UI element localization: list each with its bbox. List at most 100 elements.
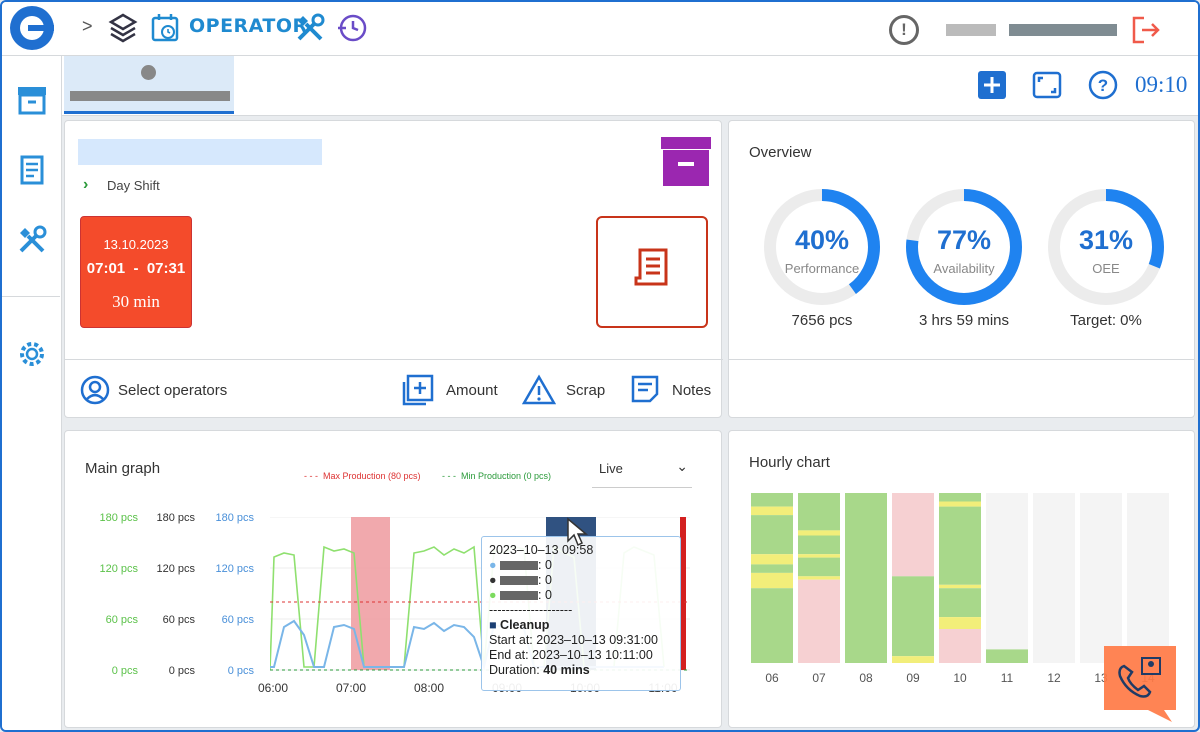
downtime-times: 07:01 - 07:31	[86, 260, 186, 277]
receipt-icon[interactable]	[16, 154, 48, 186]
y-tick-label: 120 pcs	[156, 563, 195, 575]
tools-nav-icon[interactable]	[16, 224, 48, 256]
amount-button[interactable]: Amount	[446, 382, 498, 399]
user-circle-icon[interactable]	[79, 374, 111, 406]
gauge-label: Performance	[784, 261, 860, 276]
gauge-oee: 31% OEE	[1046, 187, 1166, 307]
svg-text:?: ?	[1098, 76, 1108, 95]
hour-label: 09	[906, 671, 920, 685]
hourly-cell	[798, 530, 840, 536]
warning-icon[interactable]	[522, 374, 556, 406]
hourly-cell	[751, 493, 793, 507]
hour-label: 08	[859, 671, 873, 685]
user-placeholder	[946, 24, 996, 36]
downtime-date: 13.10.2023	[103, 237, 169, 252]
tab-machine[interactable]	[64, 56, 234, 114]
hourly-cell	[939, 501, 981, 507]
mouse-cursor-icon	[567, 517, 589, 547]
hourly-cell	[798, 579, 840, 663]
hourly-cell	[798, 493, 840, 531]
tooltip-event: ■ Cleanup	[489, 618, 550, 632]
action-bar: Select operators Amount Scrap Notes	[65, 359, 723, 419]
hour-label: 12	[1047, 671, 1061, 685]
hourly-cell	[986, 493, 1028, 650]
hourly-cell	[845, 493, 887, 663]
chevron-right-icon: ›	[83, 176, 89, 193]
hourly-cell	[892, 656, 934, 663]
hourly-cell	[751, 588, 793, 663]
x-tick-label: 07:00	[335, 681, 367, 695]
overview-card: Overview 40% Performance 7656 pcs 77% Availa…	[728, 120, 1195, 418]
help-button[interactable]: ?	[1088, 70, 1118, 100]
tab-label-placeholder	[70, 91, 230, 101]
hourly-cell	[939, 588, 981, 618]
hour-label: 07	[812, 671, 826, 685]
select-operators-button[interactable]: Select operators	[118, 382, 228, 399]
hourly-cell	[939, 617, 981, 629]
clock: 09:10	[1135, 72, 1188, 97]
hour-label: 06	[765, 671, 779, 685]
gauge-percent: 31%	[1078, 225, 1134, 255]
overview-title: Overview	[749, 144, 812, 161]
hourly-chart-title: Hourly chart	[749, 454, 830, 471]
y-tick-label: 180 pcs	[99, 512, 138, 524]
hourly-cell	[798, 535, 840, 555]
history-clock-icon[interactable]	[336, 12, 368, 44]
hourly-cell	[798, 576, 840, 580]
report-button[interactable]	[596, 216, 708, 328]
y-tick-label: 120 pcs	[215, 563, 254, 575]
add-button[interactable]	[977, 70, 1007, 100]
user-name-placeholder	[1009, 24, 1117, 36]
gauge-availability: 77% Availability	[904, 187, 1024, 307]
x-tick-label: 08:00	[413, 681, 445, 695]
app-mode-label: OPERATOR	[189, 15, 308, 37]
hourly-cell	[751, 554, 793, 565]
graph-tooltip: 2023–10–13 09:58 ● : 0 ● : 0 ● : 0 -----…	[481, 536, 681, 691]
gauge-value: Target: 0%	[1070, 312, 1142, 329]
downtime-duration: 30 min	[112, 292, 160, 311]
calendar-clock-icon[interactable]	[150, 12, 182, 44]
main-graph-title: Main graph	[85, 460, 161, 477]
tooltip-series-3: ● : 0	[489, 588, 552, 602]
legend-max-production: - - - Max Production (80 pcs)	[304, 471, 421, 481]
y-tick-label: 0 pcs	[168, 665, 195, 677]
gear-icon[interactable]	[16, 338, 48, 370]
logout-icon[interactable]	[1130, 14, 1162, 46]
sidebar-divider	[2, 296, 60, 297]
hourly-cell	[986, 649, 1028, 663]
downtime-box[interactable]: 13.10.2023 07:01 - 07:31 30 min	[80, 216, 192, 328]
support-chat-button[interactable]	[1100, 644, 1180, 722]
hourly-cell	[939, 506, 981, 585]
gauge-value: 3 hrs 59 mins	[918, 312, 1010, 329]
gauge-performance: 40% Performance	[762, 187, 882, 307]
y-tick-label: 0 pcs	[227, 665, 254, 677]
tools-icon[interactable]	[294, 12, 326, 44]
notes-icon[interactable]	[630, 374, 660, 404]
alert-icon[interactable]: !	[889, 15, 919, 45]
hourly-heatmap[interactable]	[751, 493, 1171, 668]
add-amount-icon[interactable]	[402, 374, 434, 406]
end-marker	[680, 517, 686, 670]
layers-icon[interactable]	[108, 12, 138, 44]
job-name-placeholder	[78, 139, 322, 165]
main-graph-card: Main graph - - - Max Production (80 pcs)…	[64, 430, 722, 728]
gauge-percent: 40%	[794, 225, 850, 255]
overview-divider	[729, 359, 1194, 360]
tooltip-date: 2023–10–13 09:58	[489, 543, 594, 557]
fullscreen-button[interactable]	[1032, 70, 1062, 100]
archive-purple-icon[interactable]	[661, 137, 711, 187]
archive-icon[interactable]	[16, 84, 48, 116]
notes-button[interactable]: Notes	[672, 382, 712, 399]
tab-status-dot	[141, 65, 156, 80]
legend-min-production: - - - Min Production (0 pcs)	[442, 471, 552, 481]
hourly-cell	[1080, 493, 1122, 663]
shift-label: Day Shift	[107, 178, 160, 193]
hourly-cell	[939, 584, 981, 589]
app-logo[interactable]	[10, 6, 54, 50]
hourly-cell	[939, 629, 981, 663]
y-tick-label: 60 pcs	[105, 614, 138, 626]
y-tick-label: 180 pcs	[215, 512, 254, 524]
scrap-button[interactable]: Scrap	[566, 382, 606, 399]
hourly-cell	[751, 506, 793, 516]
range-select[interactable]: Live ⌄	[592, 458, 692, 488]
